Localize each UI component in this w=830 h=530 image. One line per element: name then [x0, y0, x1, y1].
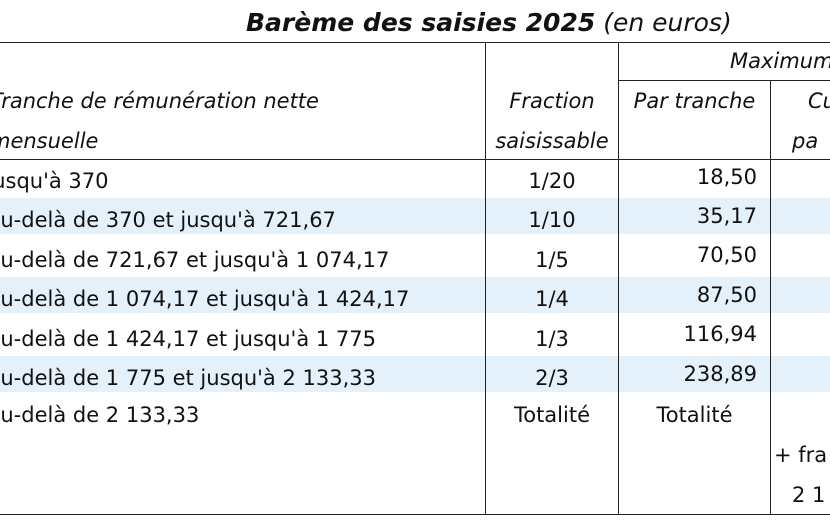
- title-suffix: (en euros): [603, 8, 732, 37]
- header-fraction-line2: saisissable: [495, 129, 609, 153]
- row-2-fraction: 1/10: [528, 208, 576, 232]
- row-2-tranche: Au-delà de 370 et jusqu'à 721,67: [0, 208, 336, 232]
- row-1-par-tranche: 18,50: [696, 165, 757, 189]
- header-group-maximum: Maximum: [730, 49, 830, 73]
- row-3-par-tranche: 70,50: [696, 243, 757, 267]
- row-7-tranche: Au-delà de 2 133,33: [0, 403, 200, 427]
- row-3-tranche: Au-delà de 721,67 et jusqu'à 1 074,17: [0, 248, 390, 272]
- row-4-par-tranche: 87,50: [696, 283, 757, 307]
- header-cumul-line1: Cu: [808, 89, 830, 113]
- row-5-fraction: 1/3: [535, 327, 569, 351]
- row-band: [0, 277, 830, 313]
- header-tranche-line2: mensuelle: [0, 129, 99, 153]
- row-3-fraction: 1/5: [535, 248, 569, 272]
- saisie-table: Maximum Tranche de rémunération nette me…: [0, 42, 830, 516]
- table-top-rule: [0, 42, 830, 43]
- row-4-tranche: Au-delà de 1 074,17 et jusqu'à 1 424,17: [0, 287, 410, 311]
- cumul-footer-line2: 2 1: [792, 483, 826, 507]
- row-1-tranche: Jusqu'à 370: [0, 169, 109, 193]
- cumul-footer-line1: + fra: [774, 443, 828, 467]
- row-4-fraction: 1/4: [535, 287, 569, 311]
- table-title-text: Barème des saisies 2025 (en euros): [246, 4, 732, 42]
- row-7-fraction: Totalité: [513, 403, 591, 427]
- row-1-fraction: 1/20: [528, 169, 576, 193]
- row-5-par-tranche: 116,94: [683, 322, 757, 346]
- table-title: Barème des saisies 2025 (en euros): [0, 4, 830, 42]
- group-header-rule: [618, 80, 830, 81]
- row-6-par-tranche: 238,89: [683, 362, 757, 386]
- header-bottom-rule: [0, 159, 830, 160]
- header-fraction-line1: Fraction: [509, 89, 595, 113]
- header-par-tranche: Par tranche: [633, 89, 756, 113]
- header-cumul-line2: pa: [792, 129, 819, 153]
- row-5-tranche: Au-delà de 1 424,17 et jusqu'à 1 775: [0, 327, 376, 351]
- header-tranche-line1: Tranche de rémunération nette: [0, 89, 319, 113]
- table-bottom-rule: [0, 514, 830, 515]
- row-2-par-tranche: 35,17: [696, 204, 757, 228]
- row-6-fraction: 2/3: [535, 366, 569, 390]
- row-6-tranche: Au-delà de 1 775 et jusqu'à 2 133,33: [0, 366, 376, 390]
- row-band: [0, 356, 830, 392]
- title-main: Barème des saisies 2025: [246, 8, 596, 37]
- row-7-par-tranche: Totalité: [656, 403, 733, 427]
- row-band: [0, 198, 830, 234]
- col-divider-par-tranche: [618, 42, 619, 515]
- col-divider-fraction: [485, 42, 486, 515]
- col-divider-cumul: [770, 80, 771, 515]
